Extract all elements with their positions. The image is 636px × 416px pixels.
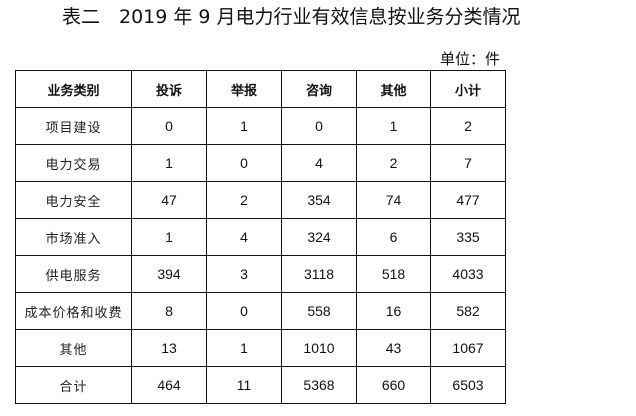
value-cell: 464 bbox=[131, 366, 207, 404]
value-cell: 1 bbox=[131, 144, 207, 182]
category-cell: 项目建设 bbox=[15, 107, 132, 145]
value-cell: 582 bbox=[430, 292, 506, 330]
table-row: 电力交易 1 0 4 2 7 bbox=[15, 144, 506, 182]
category-cell: 电力安全 bbox=[15, 181, 132, 219]
value-cell: 1 bbox=[206, 329, 282, 367]
category-cell: 电力交易 bbox=[15, 144, 132, 182]
value-cell: 477 bbox=[430, 181, 506, 219]
value-cell: 3 bbox=[206, 255, 282, 293]
table-row: 电力安全 47 2 354 74 477 bbox=[15, 181, 506, 219]
value-cell: 13 bbox=[131, 329, 207, 367]
value-cell: 8 bbox=[131, 292, 207, 330]
value-cell: 5368 bbox=[281, 366, 357, 404]
value-cell: 3118 bbox=[281, 255, 357, 293]
table-row: 项目建设 0 1 0 1 2 bbox=[15, 107, 506, 145]
table-row: 其他 13 1 1010 43 1067 bbox=[15, 329, 506, 367]
table-row: 供电服务 394 3 3118 518 4033 bbox=[15, 255, 506, 293]
value-cell: 0 bbox=[206, 292, 282, 330]
header-row: 业务类别 投诉 举报 咨询 其他 小计 bbox=[15, 70, 506, 108]
column-header: 业务类别 bbox=[15, 70, 132, 108]
value-cell: 354 bbox=[281, 181, 357, 219]
column-header: 举报 bbox=[206, 70, 282, 108]
value-cell: 324 bbox=[281, 218, 357, 256]
value-cell: 1 bbox=[206, 107, 282, 145]
business-category-table: 业务类别 投诉 举报 咨询 其他 小计 项目建设 0 1 0 1 2 电力交易 1 0 4 2 7 电力安全 47 2… bbox=[15, 70, 506, 404]
category-cell: 市场准入 bbox=[15, 218, 132, 256]
table-row: 市场准入 1 4 324 6 335 bbox=[15, 218, 506, 256]
value-cell: 43 bbox=[356, 329, 431, 367]
unit-label: 单位：件 bbox=[440, 50, 501, 68]
value-cell: 394 bbox=[131, 255, 207, 293]
value-cell: 1 bbox=[356, 107, 431, 145]
category-cell: 供电服务 bbox=[15, 255, 132, 293]
value-cell: 47 bbox=[131, 181, 207, 219]
value-cell: 660 bbox=[356, 366, 431, 404]
value-cell: 4 bbox=[281, 144, 357, 182]
table-title: 表二 2019 年 9 月电力行业有效信息按业务分类情况 bbox=[62, 6, 521, 28]
value-cell: 2 bbox=[206, 181, 282, 219]
value-cell: 0 bbox=[131, 107, 207, 145]
value-cell: 4 bbox=[206, 218, 282, 256]
column-header: 投诉 bbox=[131, 70, 207, 108]
value-cell: 1010 bbox=[281, 329, 357, 367]
value-cell: 16 bbox=[356, 292, 431, 330]
value-cell: 558 bbox=[281, 292, 357, 330]
value-cell: 2 bbox=[430, 107, 506, 145]
category-cell: 合计 bbox=[15, 366, 132, 404]
table-row: 合计 464 11 5368 660 6503 bbox=[15, 366, 506, 404]
value-cell: 1067 bbox=[430, 329, 506, 367]
value-cell: 6 bbox=[356, 218, 431, 256]
column-header: 咨询 bbox=[281, 70, 357, 108]
value-cell: 6503 bbox=[430, 366, 506, 404]
category-cell: 其他 bbox=[15, 329, 132, 367]
value-cell: 74 bbox=[356, 181, 431, 219]
value-cell: 518 bbox=[356, 255, 431, 293]
value-cell: 0 bbox=[281, 107, 357, 145]
column-header: 小计 bbox=[430, 70, 506, 108]
value-cell: 335 bbox=[430, 218, 506, 256]
value-cell: 1 bbox=[131, 218, 207, 256]
column-header: 其他 bbox=[356, 70, 431, 108]
value-cell: 11 bbox=[206, 366, 282, 404]
value-cell: 7 bbox=[430, 144, 506, 182]
value-cell: 4033 bbox=[430, 255, 506, 293]
table-row: 成本价格和收费 8 0 558 16 582 bbox=[15, 292, 506, 330]
value-cell: 2 bbox=[356, 144, 431, 182]
category-cell: 成本价格和收费 bbox=[15, 292, 132, 330]
value-cell: 0 bbox=[206, 144, 282, 182]
